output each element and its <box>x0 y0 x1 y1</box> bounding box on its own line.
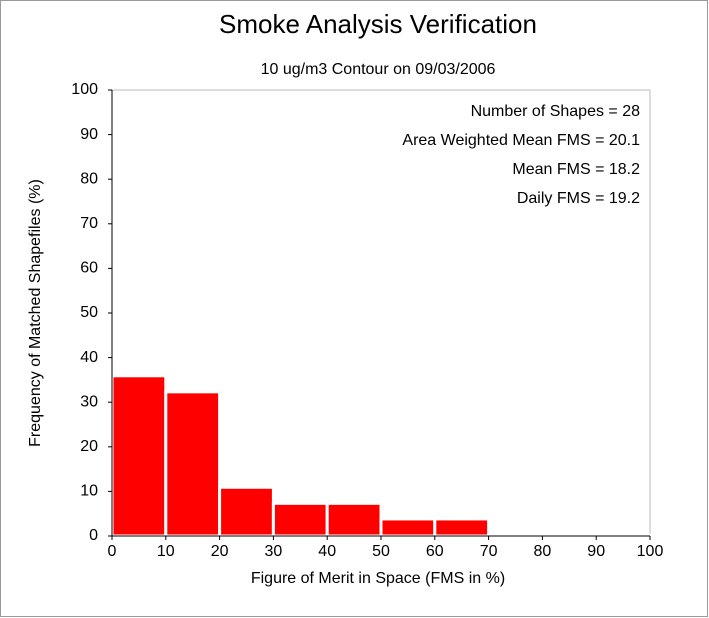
annotation: Number of Shapes = 28 <box>471 103 641 120</box>
y-tick-label: 90 <box>80 126 98 143</box>
x-tick-label: 40 <box>318 543 336 560</box>
x-tick-label: 0 <box>108 543 117 560</box>
x-axis-label: Figure of Merit in Space (FMS in %) <box>251 570 505 587</box>
y-tick-label: 20 <box>80 438 98 455</box>
y-tick-label: 10 <box>80 483 98 500</box>
annotation: Area Weighted Mean FMS = 20.1 <box>402 132 640 149</box>
x-tick-label: 10 <box>157 543 175 560</box>
annotation: Mean FMS = 18.2 <box>512 161 640 178</box>
chart-title: Smoke Analysis Verification <box>219 9 537 39</box>
x-tick-label: 70 <box>480 543 498 560</box>
annotation: Daily FMS = 19.2 <box>517 190 640 207</box>
y-tick-label: 100 <box>71 81 98 98</box>
x-tick-label: 100 <box>637 543 664 560</box>
bar <box>110 374 168 538</box>
bar <box>271 501 329 538</box>
bar <box>648 533 706 538</box>
y-tick-label: 40 <box>80 349 98 366</box>
x-tick-label: 50 <box>372 543 390 560</box>
y-axis-label: Frequency of Matched Shapefiles (%) <box>27 179 44 447</box>
bar <box>433 517 491 538</box>
bar <box>379 517 437 538</box>
y-tick-label: 80 <box>80 170 98 187</box>
x-tick-label: 30 <box>265 543 283 560</box>
x-tick-label: 80 <box>534 543 552 560</box>
y-tick-label: 0 <box>89 527 98 544</box>
chart-subtitle: 10 ug/m3 Contour on 09/03/2006 <box>261 61 496 78</box>
y-tick-label: 60 <box>80 260 98 277</box>
x-tick-label: 60 <box>426 543 444 560</box>
y-tick-label: 50 <box>80 304 98 321</box>
bar <box>325 501 383 538</box>
bar <box>218 485 275 538</box>
x-tick-label: 20 <box>211 543 229 560</box>
y-tick-label: 70 <box>80 215 98 232</box>
x-tick-label: 90 <box>587 543 605 560</box>
y-tick-label: 30 <box>80 393 98 410</box>
bar <box>164 390 222 538</box>
